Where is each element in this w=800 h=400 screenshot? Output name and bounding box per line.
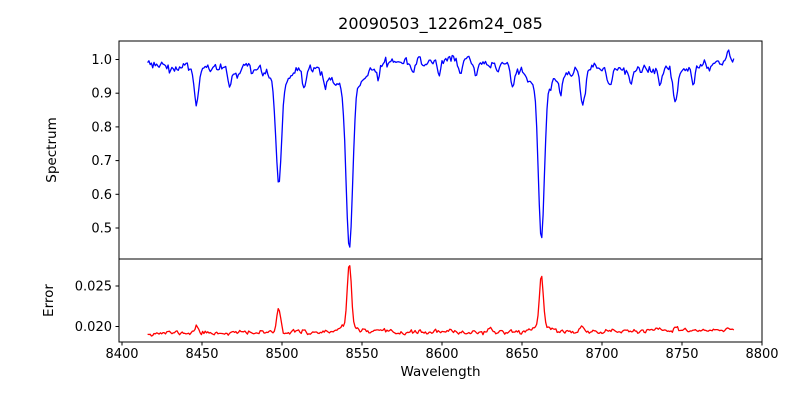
spectrum-y-tick-label: 0.7 [91,154,112,169]
tick-marks [115,59,763,346]
chart-title: 20090503_1226m24_085 [338,14,543,34]
x-tick-label: 8400 [105,347,138,362]
spectrum-yaxis-label: Spectrum [44,117,60,182]
x-tick-label: 8600 [425,347,458,362]
x-tick-label: 8800 [745,347,778,362]
error-y-tick-label: 0.025 [75,280,112,295]
spectrum-y-tick-label: 0.5 [91,222,112,237]
x-tick-label: 8650 [505,347,538,362]
error-line [147,265,735,337]
x-tick-label: 8700 [585,347,618,362]
spectrum-y-tick-label: 1.0 [91,53,112,68]
error-y-tick-label: 0.020 [75,320,112,335]
spectrum-line [147,49,735,248]
tick-labels: 8400 8450 8500 8550 8600 8650 8700 8750 8800 1.0 0… [75,53,779,362]
error-yaxis-label: Error [41,284,57,317]
x-tick-label: 8500 [265,347,298,362]
spectrum-panel-border [118,40,763,260]
xaxis-label: Wavelength [400,364,480,380]
spectrum-y-tick-label: 0.6 [91,188,112,203]
error-panel-border [118,258,763,343]
spectrum-y-tick-label: 0.8 [91,120,112,135]
x-tick-label: 8550 [345,347,378,362]
x-tick-label: 8450 [185,347,218,362]
x-tick-label: 8750 [665,347,698,362]
spectrum-y-tick-label: 0.9 [91,87,112,102]
